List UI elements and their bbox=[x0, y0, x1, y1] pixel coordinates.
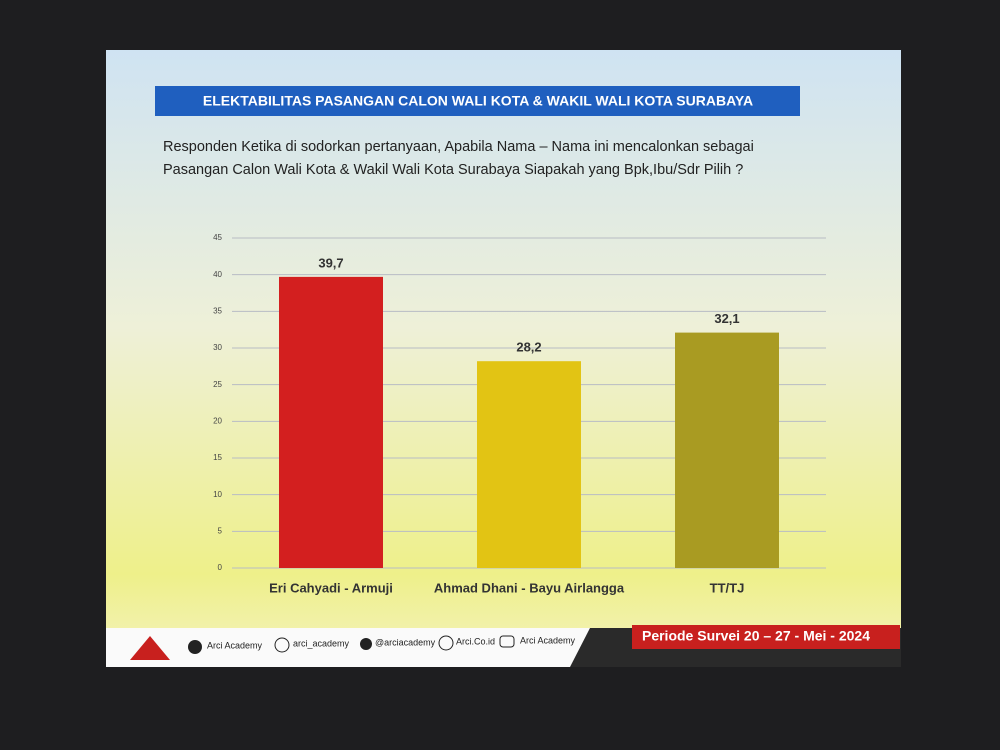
y-tick-label: 25 bbox=[213, 380, 222, 389]
bar bbox=[477, 361, 581, 568]
x-tick-label: Eri Cahyadi - Armuji bbox=[269, 580, 393, 595]
chart-title: ELEKTABILITAS PASANGAN CALON WALI KOTA &… bbox=[203, 93, 753, 109]
footer-link: Arci Academy bbox=[207, 640, 263, 650]
icon bbox=[360, 638, 372, 650]
footer-link: Arci Academy bbox=[520, 635, 576, 645]
y-tick-label: 0 bbox=[218, 563, 223, 572]
icon bbox=[499, 635, 515, 648]
period-box bbox=[632, 625, 900, 649]
value-label: 28,2 bbox=[516, 340, 541, 355]
icon bbox=[438, 635, 454, 651]
y-tick-label: 10 bbox=[213, 490, 222, 499]
icon bbox=[188, 640, 202, 654]
y-tick-label: 30 bbox=[213, 343, 222, 352]
footer-link: Arci.Co.id bbox=[456, 636, 495, 646]
icon bbox=[274, 637, 290, 653]
x-tick-label: TT/TJ bbox=[710, 580, 745, 595]
footer-link: arci_academy bbox=[293, 638, 350, 648]
subtitle: Pasangan Calon Wali Kota & Wakil Wali Ko… bbox=[163, 162, 743, 178]
value-label: 39,7 bbox=[318, 255, 343, 270]
y-tick-label: 5 bbox=[218, 526, 223, 535]
bar bbox=[279, 276, 383, 568]
footer-link: @arciacademy bbox=[375, 637, 436, 647]
title-banner bbox=[155, 86, 800, 116]
y-tick-label: 15 bbox=[213, 453, 222, 462]
logo bbox=[130, 636, 170, 660]
y-tick-label: 40 bbox=[213, 270, 222, 279]
value-label: 32,1 bbox=[714, 311, 739, 326]
x-tick-label: Ahmad Dhani - Bayu Airlangga bbox=[434, 580, 625, 595]
y-tick-label: 45 bbox=[213, 233, 222, 242]
subtitle: Responden Ketika di sodorkan pertanyaan,… bbox=[163, 139, 754, 155]
period: Periode Survei 20 – 27 - Mei - 2024 bbox=[642, 628, 870, 644]
y-tick-label: 20 bbox=[213, 416, 222, 425]
y-tick-label: 35 bbox=[213, 306, 222, 315]
bar bbox=[675, 332, 779, 568]
